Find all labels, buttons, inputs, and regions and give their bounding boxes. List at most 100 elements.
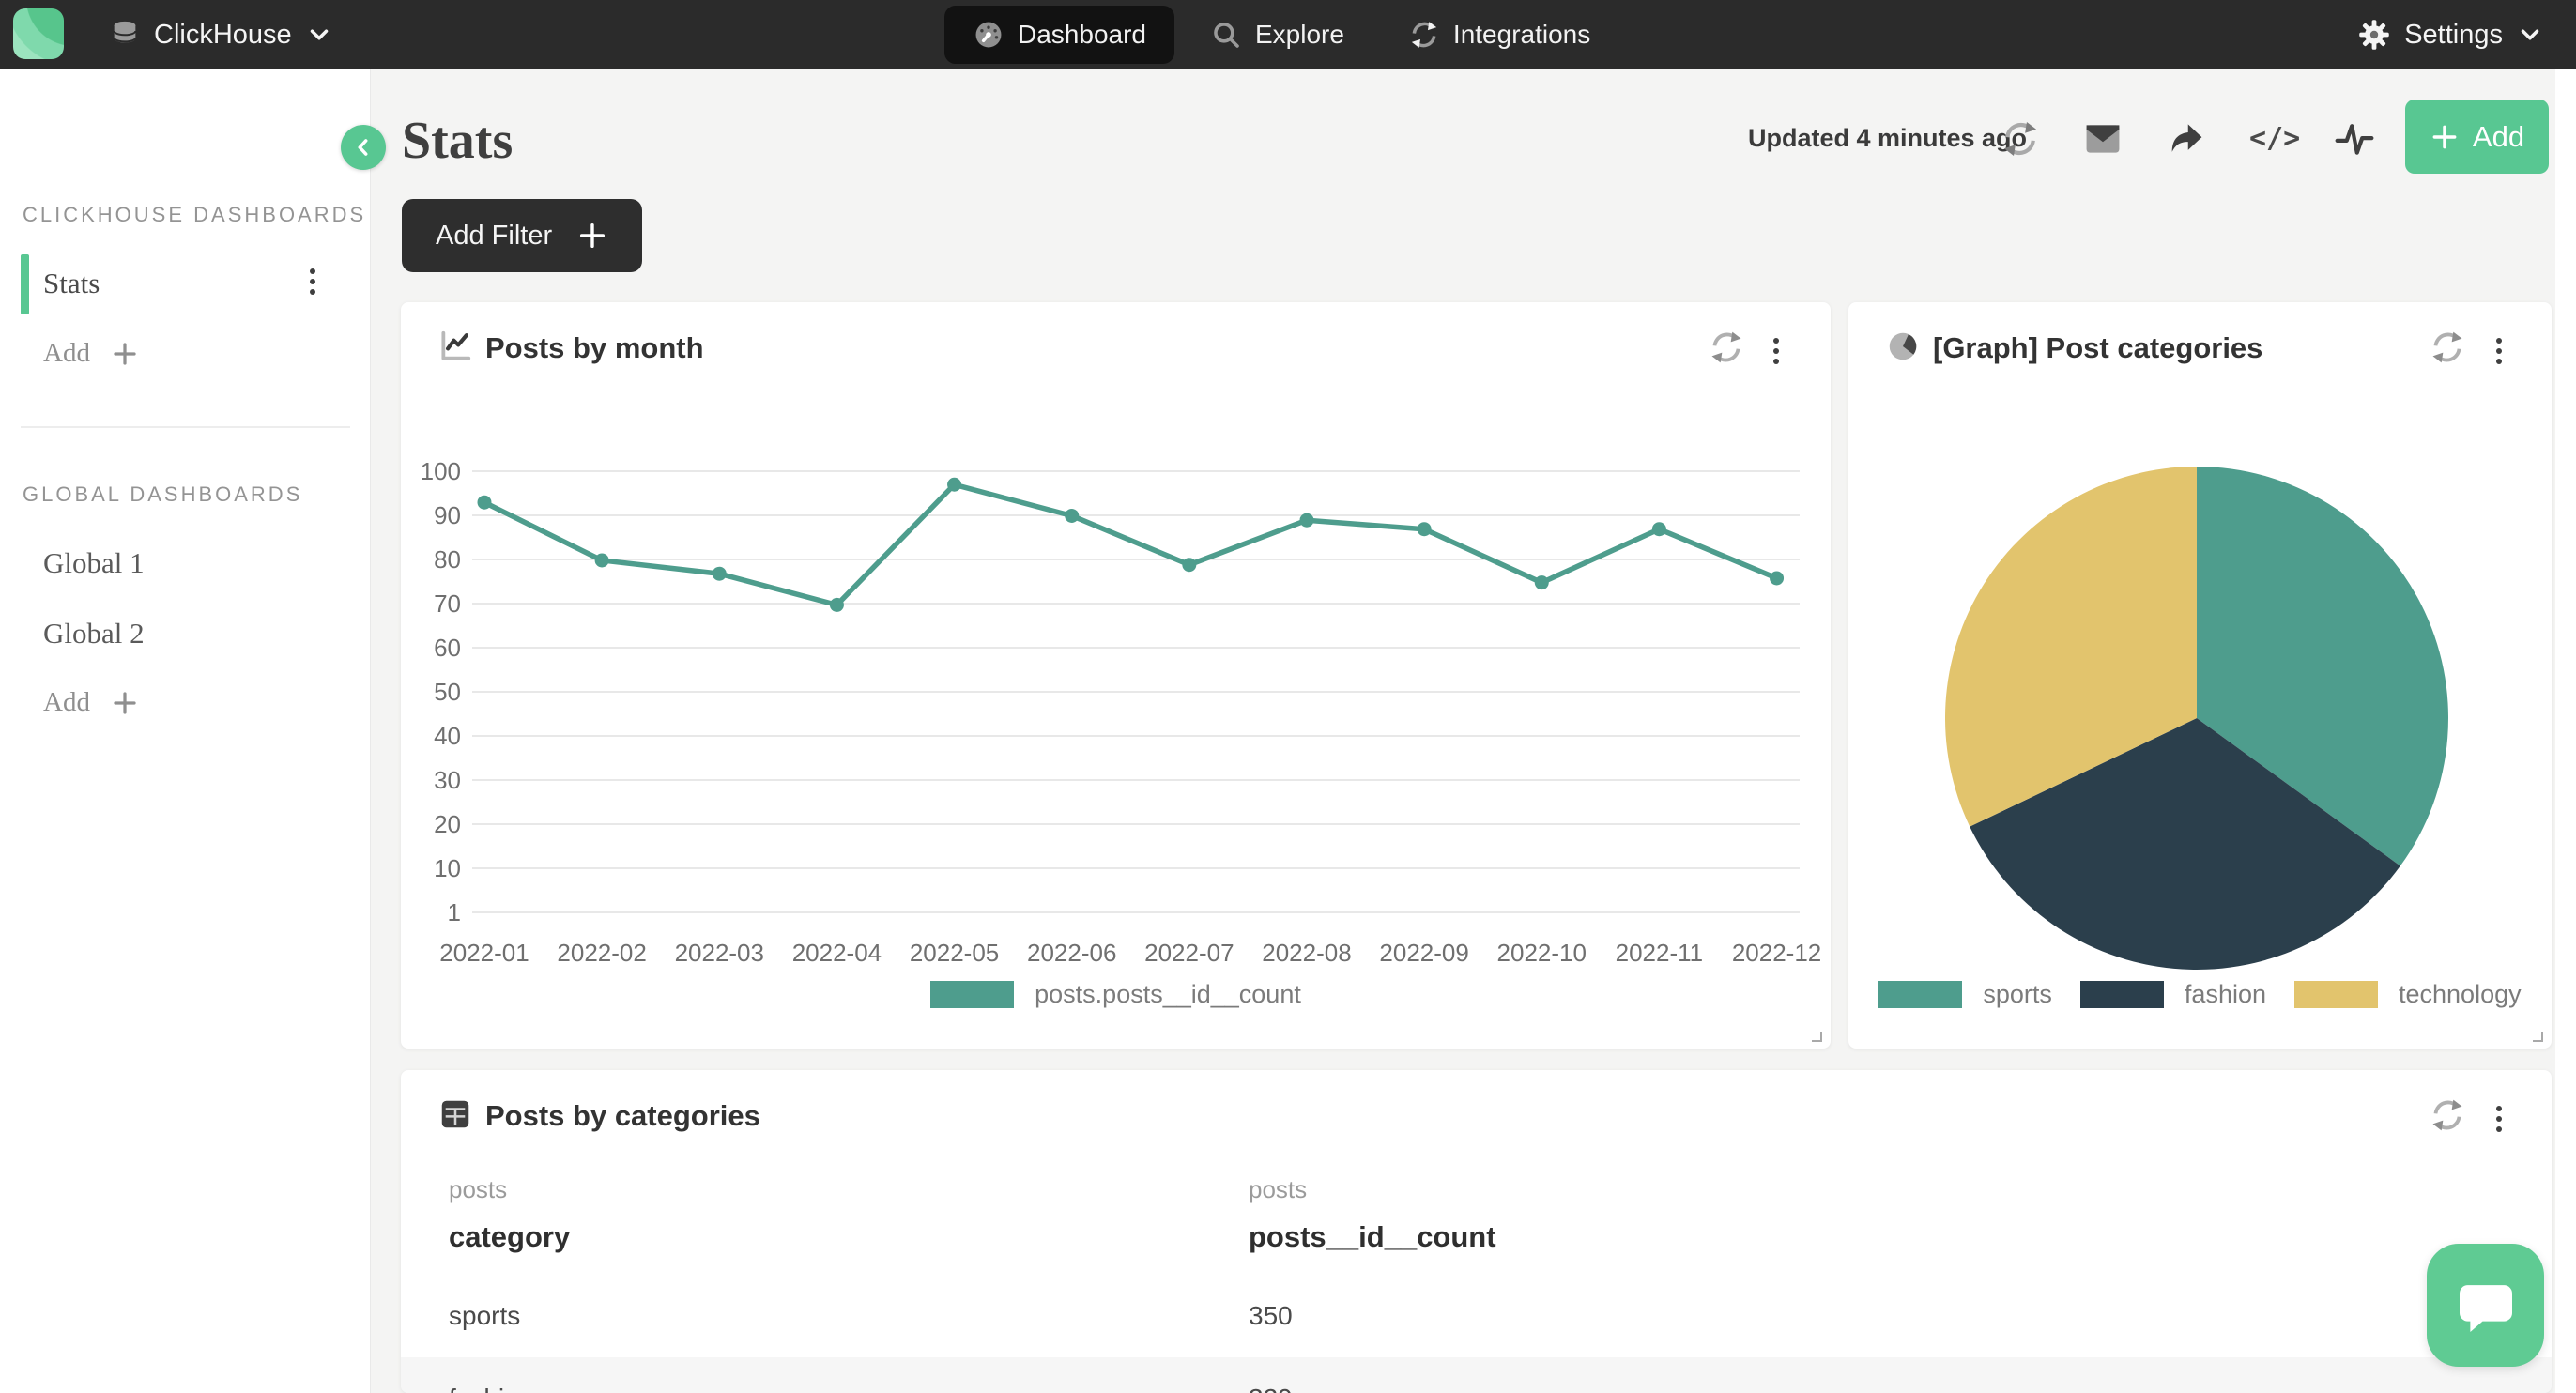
pie-slice-technology[interactable] xyxy=(1945,467,2197,827)
gauge-icon xyxy=(973,19,1004,51)
svg-text:70: 70 xyxy=(434,589,461,618)
pie-chart-icon xyxy=(1885,329,1921,364)
legend-entry: posts.posts__id__count xyxy=(930,980,1301,1009)
card-menu-icon[interactable] xyxy=(2496,1106,2502,1132)
scrollbar-track[interactable] xyxy=(2555,69,2576,1393)
svg-text:2022-09: 2022-09 xyxy=(1379,939,1468,967)
card-posts-by-month: Posts by month 100 90 80 70 60 50 40 30 20 10 1 202… xyxy=(401,302,1831,1049)
svg-text:10: 10 xyxy=(434,854,461,882)
updated-timestamp: Updated 4 minutes ago xyxy=(1748,124,2028,152)
sidebar-add-global-dashboard[interactable]: Add xyxy=(43,687,139,718)
pie-chart-legend: sports fashion technology xyxy=(1848,980,2552,1009)
table-row[interactable]: fashion 329 xyxy=(401,1357,2552,1393)
card-refresh-icon[interactable] xyxy=(2429,329,2466,366)
tab-explore-label: Explore xyxy=(1254,20,1344,49)
svg-text:80: 80 xyxy=(434,545,461,574)
card-title: Posts by categories xyxy=(485,1099,760,1132)
share-icon[interactable] xyxy=(2165,118,2206,160)
svg-text:30: 30 xyxy=(434,766,461,794)
pie-slice-fashion[interactable] xyxy=(1970,718,2400,970)
brand-name: ClickHouse xyxy=(154,19,292,50)
sidebar-item-global-1[interactable]: Global 1 xyxy=(43,546,145,579)
resize-grip-icon[interactable] xyxy=(1806,1026,1823,1043)
activity-pulse-icon[interactable] xyxy=(2334,118,2375,160)
pie-slice-sports[interactable] xyxy=(2197,467,2448,866)
add-button-label: Add xyxy=(2472,119,2525,153)
svg-text:50: 50 xyxy=(434,678,461,706)
refresh-dashboard-icon[interactable] xyxy=(2000,118,2041,160)
card-menu-icon[interactable] xyxy=(2496,338,2502,364)
legend-entry: technology xyxy=(2294,980,2522,1009)
app-logo[interactable] xyxy=(13,8,64,59)
sidebar-divider xyxy=(21,426,350,428)
card-refresh-icon[interactable] xyxy=(2429,1096,2466,1134)
code-embed-icon[interactable]: </> xyxy=(2249,122,2301,155)
search-icon xyxy=(1210,19,1242,51)
line-chart-svg: 100 90 80 70 60 50 40 30 20 10 1 2022-01 2022-02 2022… xyxy=(421,457,1822,967)
column-header-posts-id-count[interactable]: posts__id__count xyxy=(1249,1220,1496,1253)
svg-text:2022-03: 2022-03 xyxy=(675,939,764,967)
cell-posts-id-count: 329 xyxy=(1249,1384,1293,1393)
chevron-down-icon xyxy=(2516,21,2544,49)
legend-label: technology xyxy=(2399,980,2522,1008)
svg-text:2022-01: 2022-01 xyxy=(439,939,529,967)
email-icon[interactable] xyxy=(2082,118,2124,160)
legend-label: posts.posts__id__count xyxy=(1035,980,1301,1008)
svg-text:60: 60 xyxy=(434,634,461,662)
svg-text:90: 90 xyxy=(434,501,461,529)
card-refresh-icon[interactable] xyxy=(1708,329,1745,366)
svg-text:2022-07: 2022-07 xyxy=(1144,939,1234,967)
legend-label: sports xyxy=(1983,980,2052,1008)
card-title: Posts by month xyxy=(485,331,704,364)
active-item-indicator xyxy=(21,254,29,314)
svg-text:2022-11: 2022-11 xyxy=(1616,939,1704,967)
table-row[interactable]: sports 350 xyxy=(401,1275,2552,1357)
chevron-left-icon xyxy=(358,139,368,156)
add-filter-label: Add Filter xyxy=(436,220,553,251)
sidebar-add-dashboard[interactable]: Add xyxy=(43,338,139,369)
top-nav-bar: ClickHouse Dashboard xyxy=(0,0,2576,69)
sync-icon xyxy=(1408,19,1440,51)
svg-text:40: 40 xyxy=(434,722,461,750)
tab-dashboard-label: Dashboard xyxy=(1018,20,1146,49)
sidebar-section-clickhouse-dashboards: CLICKHOUSE DASHBOARDS xyxy=(23,203,367,226)
add-filter-button[interactable]: Add Filter xyxy=(402,199,643,272)
card-posts-by-categories: Posts by categories posts category posts… xyxy=(401,1070,2552,1393)
legend-entry: fashion xyxy=(2079,980,2266,1009)
svg-text:2022-05: 2022-05 xyxy=(910,939,999,967)
sidebar-item-global-2[interactable]: Global 2 xyxy=(43,617,145,650)
stats-item-menu-icon[interactable] xyxy=(310,268,315,295)
sidebar-collapse-button[interactable] xyxy=(341,125,386,170)
card-menu-icon[interactable] xyxy=(1773,338,1779,364)
column-group-posts: posts xyxy=(1249,1175,1308,1203)
sidebar-section-global-dashboards: GLOBAL DASHBOARDS xyxy=(23,482,303,506)
legend-swatch xyxy=(1878,981,1963,1008)
gear-icon xyxy=(2357,18,2391,52)
workspace-switcher[interactable]: ClickHouse xyxy=(109,0,333,69)
tab-explore[interactable]: Explore xyxy=(1182,6,1372,64)
plus-icon xyxy=(576,220,608,252)
dashboards-sidebar: CLICKHOUSE DASHBOARDS Stats Add GLOBAL D… xyxy=(0,69,371,1393)
svg-text:2022-04: 2022-04 xyxy=(792,939,882,967)
add-tile-button[interactable]: Add xyxy=(2405,100,2549,174)
column-header-category[interactable]: category xyxy=(449,1220,571,1253)
svg-text:1: 1 xyxy=(448,898,461,926)
resize-grip-icon[interactable] xyxy=(2527,1026,2544,1043)
main-nav-tabs: Dashboard Explore Integrations xyxy=(944,6,1618,64)
settings-menu[interactable]: Settings xyxy=(2357,0,2544,69)
column-group-posts: posts xyxy=(449,1175,508,1203)
card-title: [Graph] Post categories xyxy=(1933,331,2263,364)
line-chart-legend: posts.posts__id__count xyxy=(401,980,1831,1009)
sidebar-item-stats[interactable]: Stats xyxy=(43,267,100,299)
settings-label: Settings xyxy=(2404,19,2503,50)
tab-integrations[interactable]: Integrations xyxy=(1380,6,1618,64)
chat-widget-button[interactable] xyxy=(2427,1244,2544,1367)
legend-label: fashion xyxy=(2184,980,2266,1008)
cell-category: fashion xyxy=(449,1384,533,1393)
svg-text:20: 20 xyxy=(434,810,461,838)
svg-text:2022-10: 2022-10 xyxy=(1497,939,1587,967)
sidebar-add-global-label: Add xyxy=(43,687,90,717)
line-chart-icon xyxy=(437,329,473,364)
cell-posts-id-count: 350 xyxy=(1249,1301,1293,1330)
tab-dashboard[interactable]: Dashboard xyxy=(944,6,1174,64)
